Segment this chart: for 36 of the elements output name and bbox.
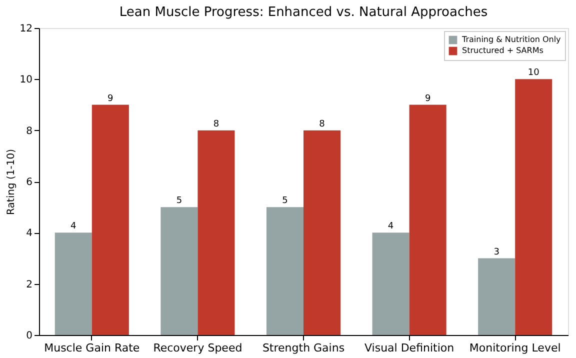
y-axis-title: Rating (1-10)	[6, 148, 17, 215]
bar	[160, 207, 198, 335]
data-label: 4	[70, 222, 77, 232]
data-label: 8	[319, 119, 326, 130]
data-label: 4	[388, 222, 394, 232]
bar	[54, 232, 92, 335]
bar	[478, 258, 516, 335]
data-label: 10	[528, 68, 540, 78]
data-label: 5	[282, 196, 288, 206]
y-tick-label: 10	[20, 74, 32, 86]
data-label: 5	[176, 196, 182, 206]
y-tick-label: 6	[26, 177, 32, 188]
bar	[372, 232, 410, 335]
chart-title: Lean Muscle Progress: Enhanced vs. Natural Approaches	[119, 5, 488, 20]
legend-label: Training & Nutrition Only	[461, 35, 562, 44]
bar	[304, 130, 341, 335]
x-tick-label: Visual Definition	[364, 342, 454, 354]
y-tick-label: 2	[26, 279, 32, 290]
y-tick-label: 8	[26, 126, 32, 137]
x-tick-label: Recovery Speed	[153, 342, 242, 354]
y-tick-label: 4	[26, 228, 32, 240]
data-label: 8	[213, 119, 220, 130]
bar	[515, 79, 552, 335]
x-tick-label: Monitoring Level	[469, 342, 561, 354]
legend-label: Structured + SARMs	[462, 46, 544, 55]
data-label: 9	[108, 94, 114, 104]
data-label: 9	[424, 94, 431, 104]
x-tick-label: Muscle Gain Rate	[44, 342, 140, 354]
bar	[198, 130, 235, 335]
bar	[409, 104, 446, 335]
bar	[266, 207, 304, 335]
data-label: 3	[494, 247, 500, 258]
x-tick-label: Strength Gains	[262, 342, 345, 354]
bar	[92, 104, 129, 335]
y-tick-label: 0	[26, 330, 32, 342]
y-tick-label: 12	[20, 24, 32, 34]
